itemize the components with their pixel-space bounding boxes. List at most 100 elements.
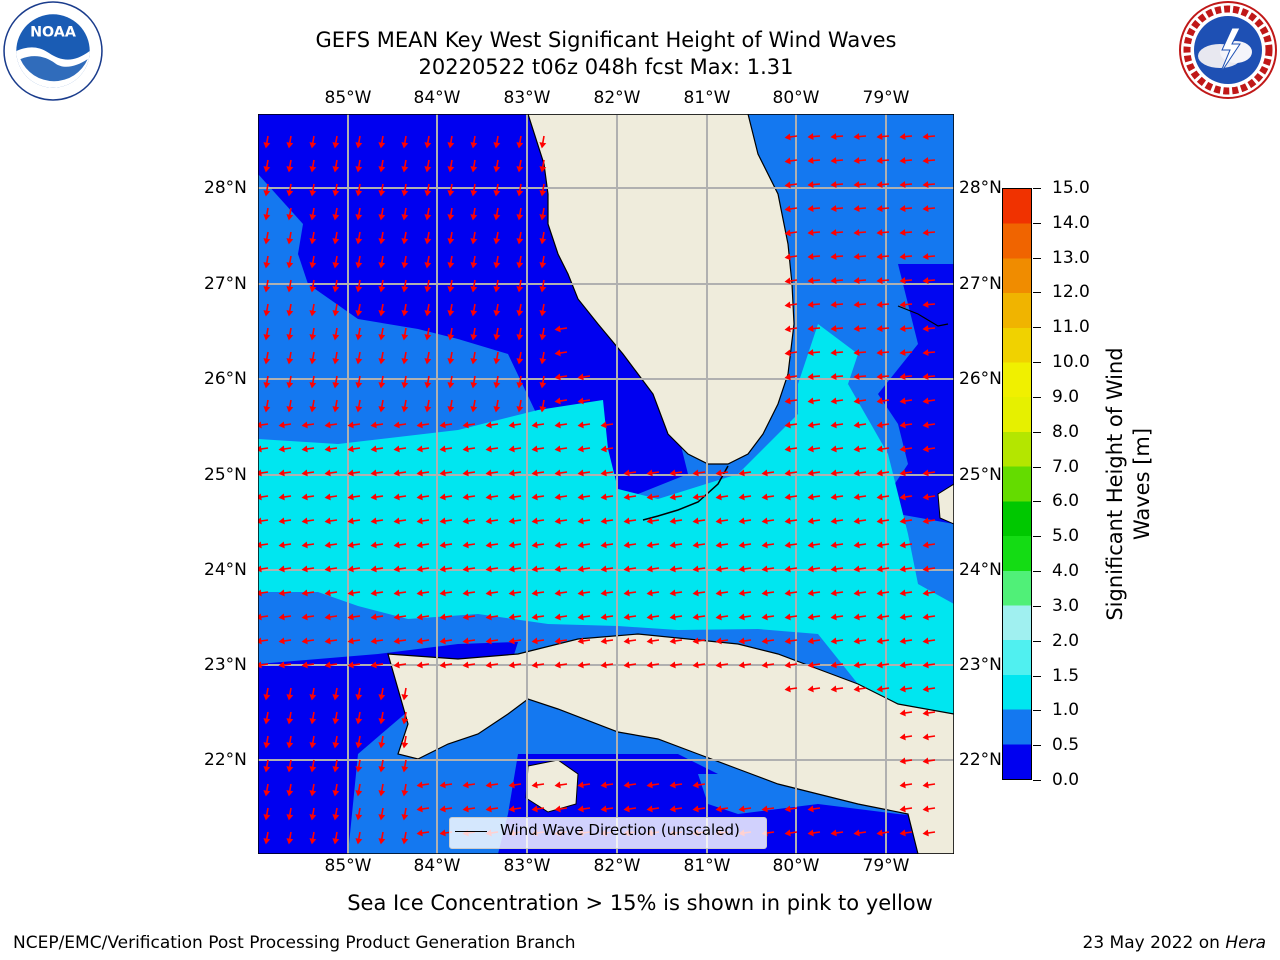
wind-arrow-head	[278, 613, 285, 621]
wind-arrow-head	[393, 421, 400, 429]
wind-arrow-head	[715, 469, 722, 477]
wind-arrow-head	[623, 589, 630, 597]
wind-arrow-head	[424, 214, 432, 221]
wind-arrow-head	[876, 373, 883, 381]
wind-arrow-head	[370, 469, 377, 477]
wind-arrow-head	[370, 445, 377, 453]
wind-arrow-head	[761, 493, 768, 501]
wind-arrow-head	[493, 238, 501, 245]
lat-tick-right: 28°N	[959, 178, 1002, 198]
wind-arrow-head	[286, 790, 294, 797]
wind-arrow-head	[301, 661, 308, 669]
wind-arrow-head	[715, 517, 722, 525]
wind-arrow-head	[830, 565, 837, 573]
wind-arrow-head	[263, 214, 271, 221]
wind-arrow-head	[378, 838, 386, 845]
wind-arrow-head	[462, 421, 469, 429]
wind-arrow-head	[899, 253, 906, 261]
wind-arrow-head	[646, 661, 653, 669]
wind-arrow-head	[309, 262, 317, 269]
wind-arrow-head	[470, 334, 478, 341]
wind-arrow-head	[278, 661, 285, 669]
wind-arrow-head	[309, 358, 317, 365]
wind-arrow-head	[485, 565, 492, 573]
wind-arrow-head	[516, 166, 524, 173]
wind-arrow-head	[692, 469, 699, 477]
wind-arrow-head	[554, 781, 561, 789]
wind-arrow-head	[324, 637, 331, 645]
lon-tick-top: 79°W	[862, 88, 910, 108]
wind-arrow-head	[577, 805, 584, 813]
wind-arrow-head	[623, 613, 630, 621]
wind-arrow-head	[922, 253, 929, 261]
wind-arrow-head	[378, 814, 386, 821]
wind-arrow-head	[355, 190, 363, 197]
wind-arrow-head	[830, 157, 837, 165]
wind-arrow-head	[761, 805, 768, 813]
wind-arrow-head	[332, 814, 340, 821]
lon-tick-bottom: 85°W	[324, 856, 372, 876]
wind-arrow-head	[378, 286, 386, 293]
wind-arrow-head	[922, 229, 929, 237]
wind-arrow-head	[899, 133, 906, 141]
wind-arrow-head	[508, 589, 515, 597]
wind-arrow-head	[600, 661, 607, 669]
wind-arrow-head	[853, 157, 860, 165]
wind-arrow-head	[784, 397, 791, 405]
wind-arrow-head	[853, 349, 860, 357]
wind-arrow-head	[278, 445, 285, 453]
wind-arrow-head	[493, 334, 501, 341]
wind-arrow-head	[355, 718, 363, 725]
wind-arrow-head	[531, 541, 538, 549]
wind-arrow-head	[355, 694, 363, 701]
wind-arrow-head	[784, 325, 791, 333]
wind-arrow-head	[784, 613, 791, 621]
wind-arrow-head	[370, 421, 377, 429]
wind-arrow-head	[493, 310, 501, 317]
wind-arrow-head	[899, 157, 906, 165]
wind-arrow-head	[393, 541, 400, 549]
wind-arrow-head	[301, 565, 308, 573]
wind-arrow-head	[876, 517, 883, 525]
wind-arrow-head	[493, 406, 501, 413]
wind-arrow-head	[355, 214, 363, 221]
colorbar	[1002, 188, 1032, 780]
chart-title: GEFS MEAN Key West Significant Height of…	[315, 28, 897, 52]
wind-arrow-head	[485, 589, 492, 597]
wind-arrow-head	[301, 613, 308, 621]
wind-arrow-head	[876, 469, 883, 477]
colorbar-tick-mark	[1033, 466, 1041, 468]
wind-arrow-head	[416, 829, 423, 837]
wind-arrow-head	[807, 301, 814, 309]
footer-credit: NCEP/EMC/Verification Post Processing Pr…	[13, 933, 576, 953]
map-legend	[449, 817, 767, 849]
wind-arrow-head	[309, 214, 317, 221]
wind-arrow-head	[263, 358, 271, 365]
wind-arrow-head	[401, 742, 409, 749]
wind-arrow-head	[447, 286, 455, 293]
wind-arrow-head	[347, 445, 354, 453]
wind-arrow-head	[577, 493, 584, 501]
cyan-band	[258, 384, 954, 714]
wind-arrow-head	[393, 517, 400, 525]
wind-arrow-head	[516, 214, 524, 221]
wind-arrow-head	[355, 382, 363, 389]
wind-arrow-head	[554, 421, 561, 429]
wind-arrow-head	[347, 637, 354, 645]
wind-arrow-head	[516, 358, 524, 365]
wind-arrow-head	[286, 166, 294, 173]
wind-arrow-head	[332, 694, 340, 701]
wind-arrow-head	[332, 166, 340, 173]
wind-arrow-head	[784, 445, 791, 453]
footer-date-text: 23 May 2022 on	[1082, 933, 1220, 953]
wind-arrow-head	[347, 469, 354, 477]
wind-arrow-head	[355, 262, 363, 269]
wind-arrow-head	[424, 310, 432, 317]
wind-arrow-head	[646, 805, 653, 813]
wind-arrow-head	[577, 589, 584, 597]
wind-arrow-head	[470, 358, 478, 365]
wind-arrow-head	[347, 517, 354, 525]
wind-arrow-head	[393, 589, 400, 597]
wind-arrow-head	[278, 541, 285, 549]
wind-arrow-head	[577, 517, 584, 525]
